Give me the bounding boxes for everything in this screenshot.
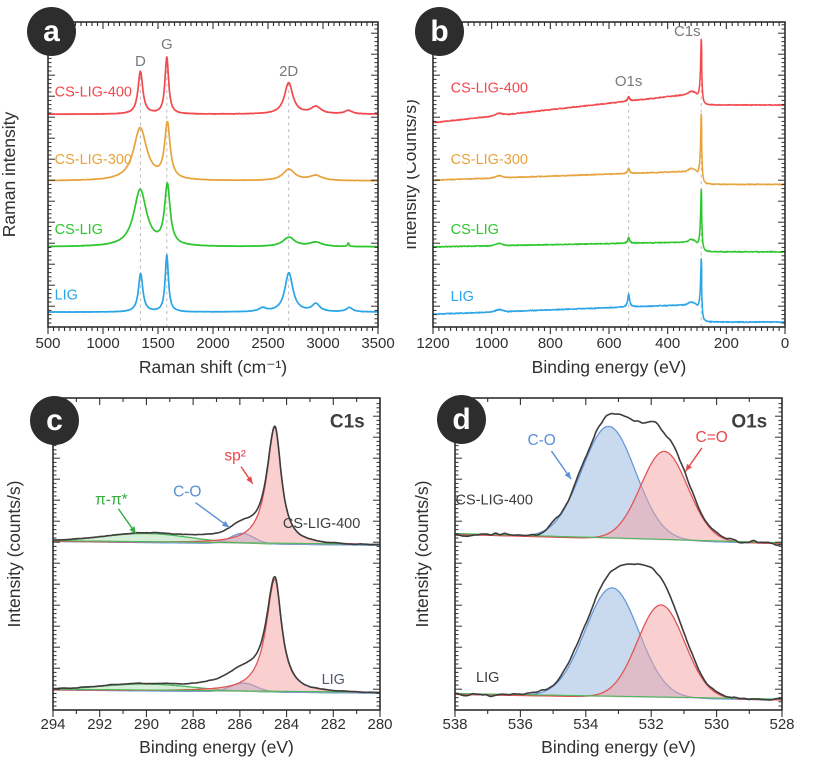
svg-text:284: 284 xyxy=(274,716,299,733)
svg-text:D: D xyxy=(135,53,146,70)
panel-c-c1s-chart: CS-LIG-400 LIG sp² C-O π-π* C1s 294 292 290 288 28… xyxy=(4,397,393,757)
svg-text:294: 294 xyxy=(40,716,65,733)
svg-text:CS-LIG-400: CS-LIG-400 xyxy=(451,80,528,96)
svg-text:CS-LIG-300: CS-LIG-300 xyxy=(451,152,528,168)
svg-text:2500: 2500 xyxy=(251,335,284,352)
svg-text:CS-LIG: CS-LIG xyxy=(451,222,499,238)
panel-b-badge: b xyxy=(415,7,464,56)
svg-text:LIG: LIG xyxy=(55,287,78,303)
svg-text:2D: 2D xyxy=(279,63,298,80)
svg-text:290: 290 xyxy=(134,716,159,733)
svg-text:532: 532 xyxy=(639,716,664,733)
svg-text:600: 600 xyxy=(596,335,621,352)
svg-text:LIG: LIG xyxy=(322,672,345,688)
svg-text:292: 292 xyxy=(87,716,112,733)
svg-text:286: 286 xyxy=(227,716,252,733)
svg-text:528: 528 xyxy=(769,716,794,733)
svg-text:288: 288 xyxy=(181,716,206,733)
svg-text:C1s: C1s xyxy=(674,23,701,40)
panel-a-badge: a xyxy=(27,7,76,56)
svg-text:280: 280 xyxy=(367,716,392,733)
svg-text:Intensity (Counts/s): Intensity (Counts/s) xyxy=(407,99,420,250)
svg-text:3500: 3500 xyxy=(361,335,394,352)
svg-text:1200: 1200 xyxy=(416,335,449,352)
svg-text:C1s: C1s xyxy=(330,411,365,432)
svg-text:536: 536 xyxy=(508,716,533,733)
svg-text:CS-LIG-400: CS-LIG-400 xyxy=(456,492,533,508)
svg-text:200: 200 xyxy=(714,335,739,352)
svg-text:Binding energy (eV): Binding energy (eV) xyxy=(139,737,294,757)
svg-text:3000: 3000 xyxy=(306,335,339,352)
svg-text:1500: 1500 xyxy=(141,335,174,352)
svg-text:C-O: C-O xyxy=(173,484,201,501)
svg-text:0: 0 xyxy=(781,335,789,352)
svg-text:Binding energy (eV): Binding energy (eV) xyxy=(541,737,696,757)
svg-text:sp²: sp² xyxy=(224,448,246,465)
svg-text:1000: 1000 xyxy=(86,335,119,352)
svg-text:CS-LIG: CS-LIG xyxy=(55,222,103,238)
svg-text:500: 500 xyxy=(35,335,60,352)
svg-text:Raman shift (cm⁻¹): Raman shift (cm⁻¹) xyxy=(139,357,287,377)
svg-text:π-π*: π-π* xyxy=(95,491,128,508)
svg-text:Binding energy (eV): Binding energy (eV) xyxy=(532,357,687,377)
svg-text:534: 534 xyxy=(573,716,598,733)
svg-text:O1s: O1s xyxy=(731,411,767,432)
svg-text:400: 400 xyxy=(655,335,680,352)
svg-text:Intensity (counts/s): Intensity (counts/s) xyxy=(412,481,432,628)
svg-text:Raman intensity: Raman intensity xyxy=(0,112,19,238)
svg-text:530: 530 xyxy=(704,716,729,733)
svg-text:LIG: LIG xyxy=(451,289,474,305)
panel-d-badge: d xyxy=(437,395,486,444)
svg-text:Intensity (counts/s): Intensity (counts/s) xyxy=(4,481,24,628)
svg-text:LIG: LIG xyxy=(476,670,499,686)
panel-b-xps-survey-chart: CS-LIG-400 CS-LIG-300 CS-LIG LIG O1s C1s 1200 1… xyxy=(407,21,789,377)
svg-text:G: G xyxy=(161,36,173,53)
svg-text:1000: 1000 xyxy=(475,335,508,352)
svg-text:O1s: O1s xyxy=(615,73,643,90)
svg-text:2000: 2000 xyxy=(196,335,229,352)
panel-c-badge: c xyxy=(30,396,79,445)
svg-text:C-O: C-O xyxy=(527,432,555,449)
svg-text:CS-LIG-300: CS-LIG-300 xyxy=(55,152,132,168)
svg-text:CS-LIG-400: CS-LIG-400 xyxy=(55,85,132,101)
svg-text:CS-LIG-400: CS-LIG-400 xyxy=(283,516,360,532)
svg-text:538: 538 xyxy=(442,716,467,733)
svg-text:C=O: C=O xyxy=(696,429,728,446)
svg-text:282: 282 xyxy=(321,716,346,733)
svg-text:800: 800 xyxy=(538,335,563,352)
panel-a-raman-chart: CS-LIG-400 CS-LIG-300 CS-LIG LIG DG 2D 500 1000… xyxy=(0,21,395,377)
